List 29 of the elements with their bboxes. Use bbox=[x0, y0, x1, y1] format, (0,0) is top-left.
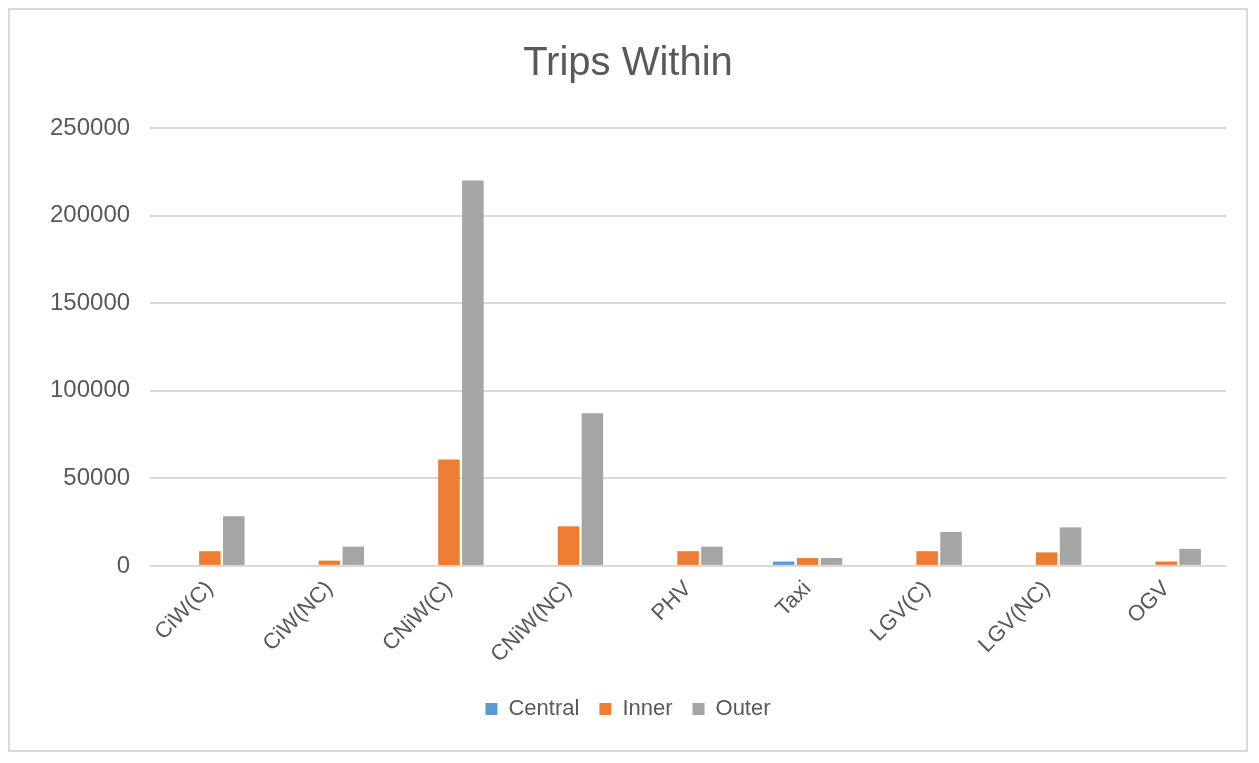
bar bbox=[581, 413, 604, 565]
bar bbox=[462, 180, 484, 565]
bar bbox=[940, 531, 962, 565]
bar bbox=[199, 551, 221, 565]
chart-title: Trips Within bbox=[523, 39, 733, 84]
bar bbox=[796, 558, 819, 565]
bar bbox=[223, 516, 245, 565]
bar bbox=[820, 558, 843, 565]
bar bbox=[342, 546, 365, 565]
y-tick-label: 250000 bbox=[49, 112, 131, 140]
y-tick-label: 100000 bbox=[49, 375, 131, 403]
bar bbox=[1035, 552, 1058, 565]
y-tick-label: 0 bbox=[116, 550, 131, 578]
x-tick-label: Taxi bbox=[770, 575, 816, 621]
legend-label: Inner bbox=[622, 695, 673, 721]
legend-label: Outer bbox=[715, 695, 771, 721]
bar bbox=[1155, 561, 1177, 565]
bar bbox=[557, 526, 580, 565]
y-tick-label: 150000 bbox=[49, 287, 131, 315]
bar bbox=[1059, 527, 1082, 565]
bar bbox=[677, 551, 699, 565]
y-tick-label: 50000 bbox=[63, 462, 131, 490]
bar bbox=[1179, 548, 1201, 565]
bar bbox=[701, 546, 723, 565]
y-tick-label: 200000 bbox=[49, 200, 131, 228]
bar bbox=[916, 551, 938, 565]
bar bbox=[438, 459, 460, 565]
bar bbox=[318, 560, 341, 565]
legend-label: Central bbox=[508, 695, 580, 721]
